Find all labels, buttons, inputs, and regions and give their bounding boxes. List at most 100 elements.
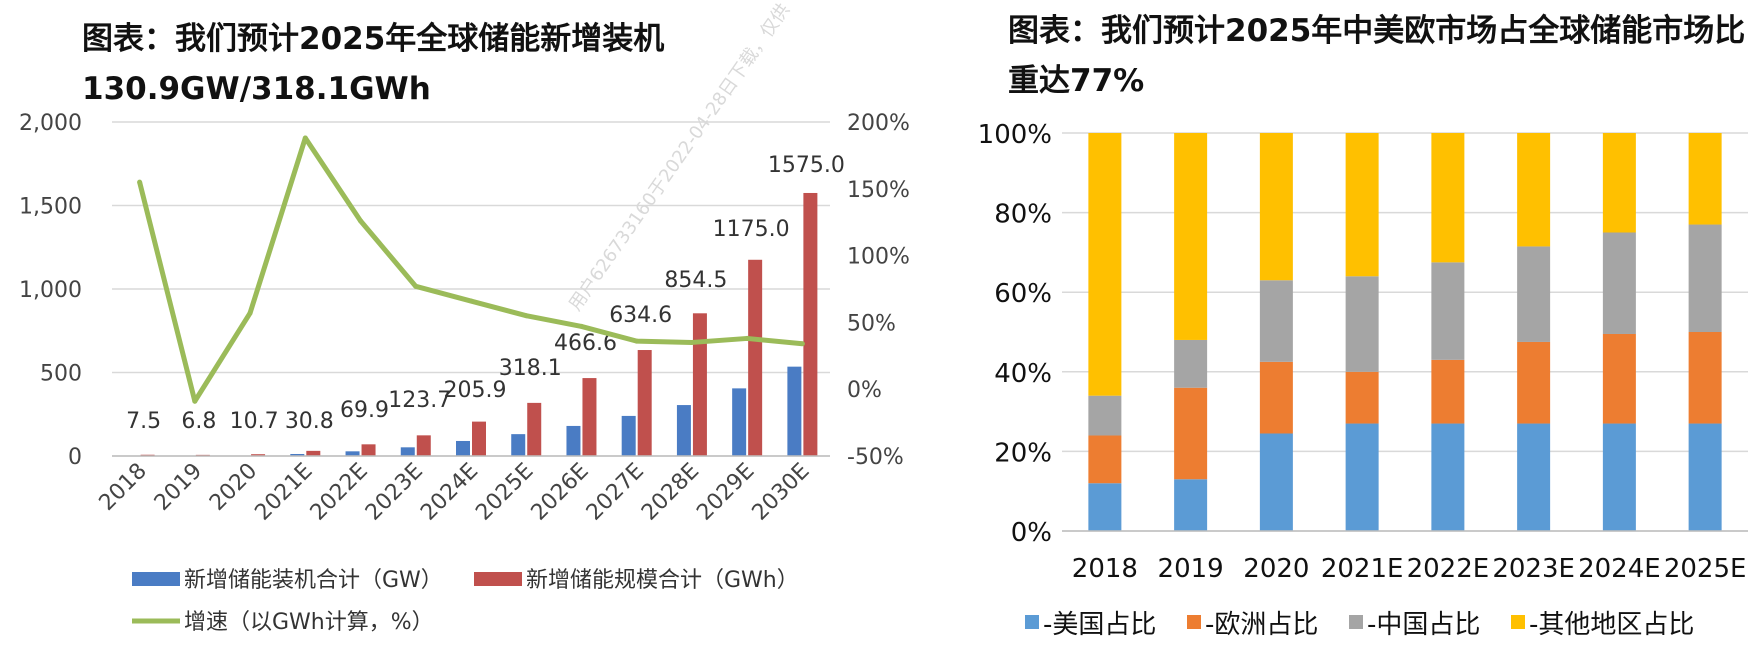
legend-swatch — [1187, 615, 1201, 629]
growth-point — [468, 298, 474, 304]
y-tick-label: 60% — [994, 279, 1052, 309]
x-tick-label: 2025E — [471, 459, 538, 526]
left-chart-svg: 2,000 1,500 1,000 500 0 200% 150% 100% 50% 0% -50%… — [19, 0, 910, 635]
stacked-bar-segment — [1174, 387, 1208, 480]
x-tick-label: 2030E — [748, 459, 815, 526]
bar-gwh — [416, 435, 431, 456]
left-chart-panel: 图表：我们预计2025年全球储能新增装机130.9GW/318.1GWh 2,0… — [19, 0, 910, 635]
stacked-bar-segment — [1345, 133, 1379, 277]
bar-gw — [621, 415, 636, 456]
y-right-tick-label: 150% — [847, 178, 910, 203]
legend-swatch-gw — [132, 572, 180, 586]
y-left-tick-label: 1,500 — [19, 195, 82, 220]
bar-gwh — [527, 402, 542, 456]
data-label: 30.8 — [285, 409, 334, 434]
y-tick-label: 100% — [978, 120, 1052, 150]
y-right-tick-label: 0% — [847, 378, 882, 403]
x-tick-label: 2021E — [250, 459, 317, 526]
stacked-bar-segment — [1602, 133, 1636, 233]
legend-swatch — [1511, 615, 1525, 629]
x-tick-label: 2023E — [361, 459, 428, 526]
data-label: 7.5 — [126, 409, 161, 434]
y-tick-label: 0% — [1011, 518, 1052, 548]
legend-label: -欧洲占比 — [1205, 610, 1318, 640]
growth-point — [358, 218, 364, 224]
legend-label-growth: 增速（以GWh计算，%） — [184, 610, 434, 635]
bar-gwh — [748, 259, 763, 456]
stacked-bar-segment — [1259, 280, 1293, 362]
stacked-bar-segment — [1088, 435, 1122, 484]
bar-gwh — [582, 378, 597, 456]
x-tick-label: 2021E — [1321, 554, 1404, 584]
stacked-bar-segment — [1431, 423, 1465, 531]
data-label: 854.5 — [664, 268, 727, 293]
y-tick-label: 80% — [994, 200, 1052, 230]
legend-label: -美国占比 — [1043, 610, 1156, 640]
y-right-tick-label: -50% — [847, 445, 904, 470]
legend-swatch — [1025, 615, 1039, 629]
stacked-bar-segment — [1174, 339, 1208, 388]
bar-gw — [345, 451, 360, 456]
legend-label: -其他地区占比 — [1529, 610, 1694, 640]
bar-gw — [400, 447, 415, 456]
y-tick-label: 20% — [994, 438, 1052, 468]
legend-label: -中国占比 — [1367, 610, 1480, 640]
x-tick-label: 2019 — [150, 459, 207, 516]
y-tick-label: 40% — [994, 359, 1052, 389]
stacked-bar-segment — [1517, 423, 1551, 531]
bar-gwh — [803, 192, 818, 456]
stacked-bar-segment — [1259, 433, 1293, 531]
bar-gwh — [692, 313, 707, 456]
stacked-bar-segment — [1517, 246, 1551, 342]
stacked-bar-segment — [1688, 224, 1722, 332]
growth-point — [523, 313, 529, 319]
stacked-bar-segment — [1517, 133, 1551, 247]
stacked-bar-segment — [1088, 395, 1122, 436]
growth-point — [799, 341, 805, 347]
stacked-bar-segment — [1602, 232, 1636, 334]
stacked-bar-segment — [1602, 333, 1636, 424]
data-label: 10.7 — [230, 409, 279, 434]
growth-point — [247, 310, 253, 316]
x-tick-label: 2026E — [527, 459, 594, 526]
y-right-tick-label: 100% — [847, 245, 910, 270]
stacked-bar-segment — [1345, 276, 1379, 372]
bar-gw — [676, 405, 691, 456]
growth-point — [578, 323, 584, 329]
growth-point — [137, 179, 143, 185]
data-label: 1175.0 — [713, 217, 790, 242]
x-tick-label: 2020 — [1243, 554, 1309, 584]
legend-label-gw: 新增储能装机合计（GW） — [184, 568, 443, 593]
stacked-bar-segment — [1517, 341, 1551, 424]
x-tick-label: 2022E — [306, 459, 373, 526]
y-left-tick-label: 2,000 — [19, 111, 82, 136]
stacked-bar-segment — [1431, 262, 1465, 360]
growth-point — [689, 339, 695, 345]
x-tick-label: 2024E — [1578, 554, 1661, 584]
data-label: 318.1 — [499, 356, 562, 381]
bar-gw — [456, 440, 470, 456]
stacked-bar-segment — [1431, 133, 1465, 263]
stacked-bar-segment — [1688, 423, 1722, 531]
data-label: 6.8 — [181, 409, 216, 434]
growth-point — [634, 338, 640, 344]
stacked-bar-segment — [1259, 361, 1293, 434]
stacked-bar-segment — [1345, 423, 1379, 531]
data-label: 123.7 — [388, 388, 451, 413]
x-tick-label: 2028E — [637, 459, 704, 526]
legend-swatch — [1349, 615, 1363, 629]
stacked-bar-segment — [1259, 133, 1293, 281]
left-chart-title: 图表：我们预计2025年全球储能新增装机130.9GW/318.1GWh — [82, 21, 665, 107]
stacked-bar-segment — [1174, 133, 1208, 340]
y-right-tick-label: 50% — [847, 311, 896, 336]
stacked-bar-segment — [1688, 332, 1722, 424]
stacked-bar-segment — [1602, 423, 1636, 531]
growth-point — [192, 398, 198, 404]
stacked-bar-segment — [1088, 133, 1122, 396]
data-label: 1575.0 — [768, 153, 845, 178]
growth-point — [302, 135, 308, 141]
bar-gw — [787, 366, 802, 456]
bar-gw — [511, 434, 526, 456]
legend-label-gwh: 新增储能规模合计（GWh） — [526, 568, 799, 593]
stacked-bar-segment — [1088, 483, 1122, 531]
